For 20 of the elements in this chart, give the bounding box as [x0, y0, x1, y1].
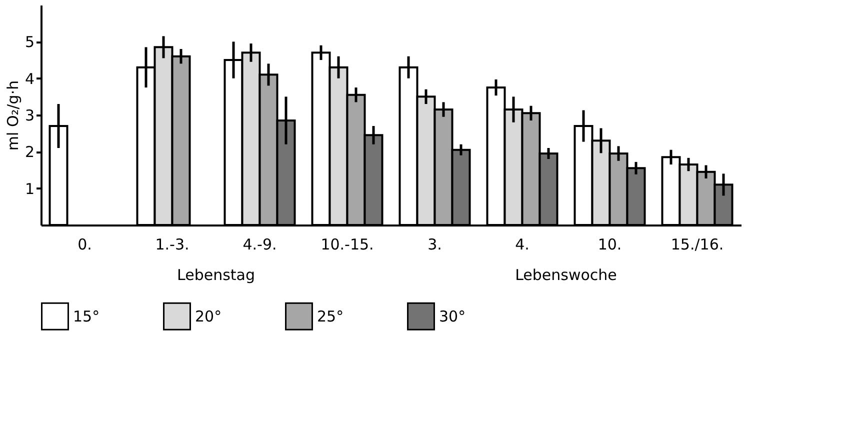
- y-tick-label: 5: [24, 33, 34, 52]
- y-tick-label: 1: [24, 180, 34, 198]
- x-tick-label: 1.-3.: [155, 236, 190, 254]
- x-tick-label: 4.: [515, 236, 530, 254]
- legend-label: 25°: [317, 307, 344, 326]
- legend-label: 15°: [73, 307, 100, 326]
- text: Lebenstag: [177, 266, 255, 284]
- x-tick-label: 10.: [598, 236, 622, 254]
- y-tick-label: 4: [24, 70, 34, 88]
- x-tick-label: 0.: [78, 236, 92, 254]
- x-tick-label: 4.-9.: [242, 236, 277, 254]
- y-tick-label: 2: [24, 143, 34, 162]
- legend-label: 20°: [195, 307, 222, 326]
- x-tick-label: 10.-15.: [320, 236, 374, 254]
- legend-label: 30°: [439, 307, 466, 326]
- x-tick-label: 3.: [428, 236, 442, 254]
- x-tick-label: 15./16.: [670, 236, 724, 254]
- y-axis-title: ml O₂/g·h: [4, 80, 22, 151]
- y-tick-label: 3: [24, 106, 34, 124]
- text: Lebenswoche: [515, 266, 617, 284]
